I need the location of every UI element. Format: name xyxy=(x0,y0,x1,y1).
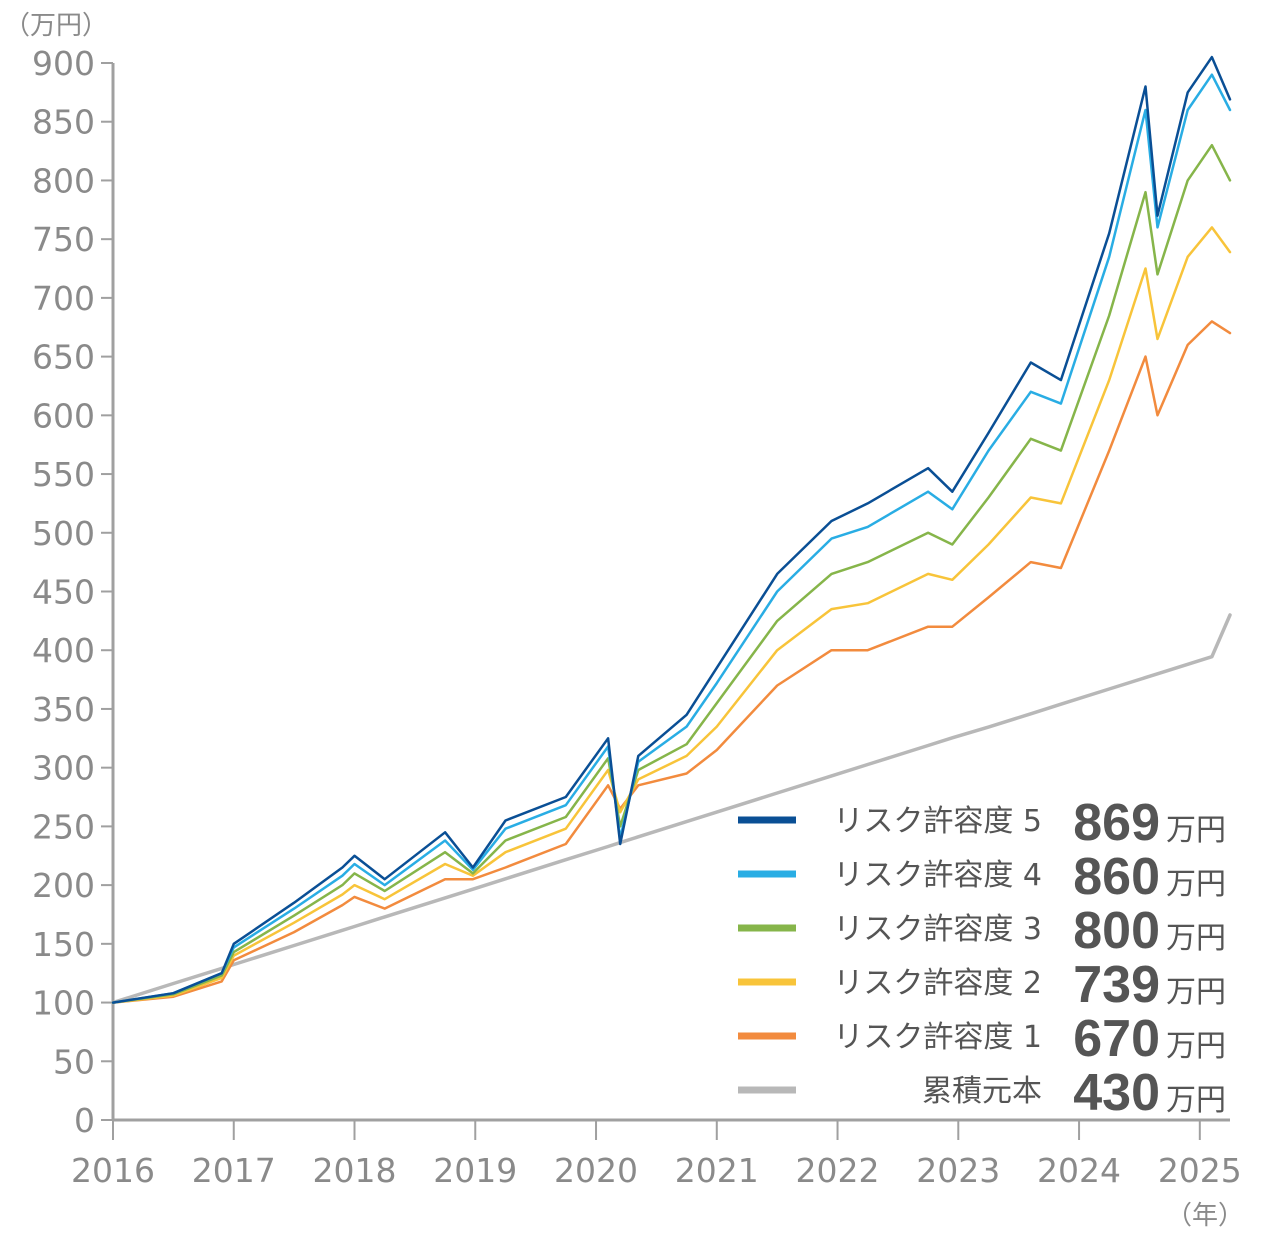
y-axis-unit-label: （万円） xyxy=(4,11,108,41)
x-tick-label: 2020 xyxy=(554,1151,638,1190)
y-tick-label: 100 xyxy=(32,984,95,1023)
legend-value: 800 xyxy=(1073,902,1160,960)
y-tick-label: 700 xyxy=(32,279,95,318)
x-tick-label: 2021 xyxy=(675,1151,759,1190)
legend-label: リスク許容度 4 xyxy=(833,858,1042,893)
y-tick-label: 150 xyxy=(32,925,95,964)
legend-value: 430 xyxy=(1073,1064,1160,1122)
series-line-1 xyxy=(111,55,1232,1004)
y-tick-label: 850 xyxy=(32,103,95,142)
x-tick-label: 2025 xyxy=(1158,1151,1242,1190)
x-tick-label: 2023 xyxy=(916,1151,1000,1190)
legend-label: リスク許容度 1 xyxy=(833,1020,1042,1055)
legend-unit: 万円 xyxy=(1166,1083,1226,1118)
series-line-5 xyxy=(111,320,1232,1004)
y-tick-label: 250 xyxy=(32,807,95,846)
series-line-4 xyxy=(111,226,1232,1004)
legend-unit: 万円 xyxy=(1166,975,1226,1010)
y-tick-label: 750 xyxy=(32,220,95,259)
x-tick-label: 2019 xyxy=(433,1151,517,1190)
x-tick-label: 2024 xyxy=(1037,1151,1121,1190)
y-tick-label: 0 xyxy=(74,1101,95,1140)
legend-value: 869 xyxy=(1073,794,1160,852)
y-tick-label: 900 xyxy=(32,44,95,83)
legend-unit: 万円 xyxy=(1166,813,1226,848)
legend-label: リスク許容度 3 xyxy=(833,912,1042,947)
x-tick-label: 2018 xyxy=(313,1151,397,1190)
y-tick-label: 800 xyxy=(32,161,95,200)
series-lines xyxy=(111,55,1232,1005)
x-axis: 2016 2017 2018 2019 2020 2021 2022 2023 2024 2025 xyxy=(71,1118,1242,1190)
legend-label: リスク許容度 5 xyxy=(833,804,1042,839)
series-line-2 xyxy=(111,73,1232,1004)
y-tick-label: 650 xyxy=(32,338,95,377)
legend-unit: 万円 xyxy=(1166,921,1226,956)
series-line-3 xyxy=(111,143,1232,1004)
legend-label: リスク許容度 2 xyxy=(833,966,1042,1001)
legend-value: 860 xyxy=(1073,848,1160,906)
series-line-6 xyxy=(111,613,1232,1005)
y-tick-label: 50 xyxy=(53,1042,95,1081)
legend-value: 739 xyxy=(1073,956,1160,1014)
legend-value: 670 xyxy=(1073,1010,1160,1068)
y-tick-label: 500 xyxy=(32,514,95,553)
y-tick-label: 350 xyxy=(32,690,95,729)
legend-unit: 万円 xyxy=(1166,1029,1226,1064)
legend-label: 累積元本 xyxy=(922,1074,1042,1109)
y-tick-label: 300 xyxy=(32,749,95,788)
x-axis-unit-label: （年） xyxy=(1166,1201,1244,1231)
y-tick-label: 400 xyxy=(32,631,95,670)
y-tick-label: 450 xyxy=(32,573,95,612)
x-tick-label: 2017 xyxy=(192,1151,276,1190)
x-tick-label: 2016 xyxy=(71,1151,155,1190)
x-tick-label: 2022 xyxy=(796,1151,880,1190)
legend-unit: 万円 xyxy=(1166,867,1226,902)
y-axis: 0 50 100 150 200 250 300 350 400 450 500 550 600 650 7… xyxy=(32,44,115,1140)
y-tick-label: 600 xyxy=(32,396,95,435)
y-tick-label: 200 xyxy=(32,866,95,905)
y-tick-label: 550 xyxy=(32,455,95,494)
